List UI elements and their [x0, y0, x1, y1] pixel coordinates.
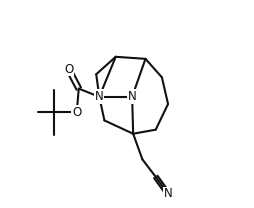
Text: N: N: [164, 187, 172, 200]
Text: O: O: [64, 63, 73, 76]
Text: N: N: [128, 90, 136, 103]
Text: N: N: [95, 90, 104, 103]
Text: O: O: [72, 106, 81, 119]
